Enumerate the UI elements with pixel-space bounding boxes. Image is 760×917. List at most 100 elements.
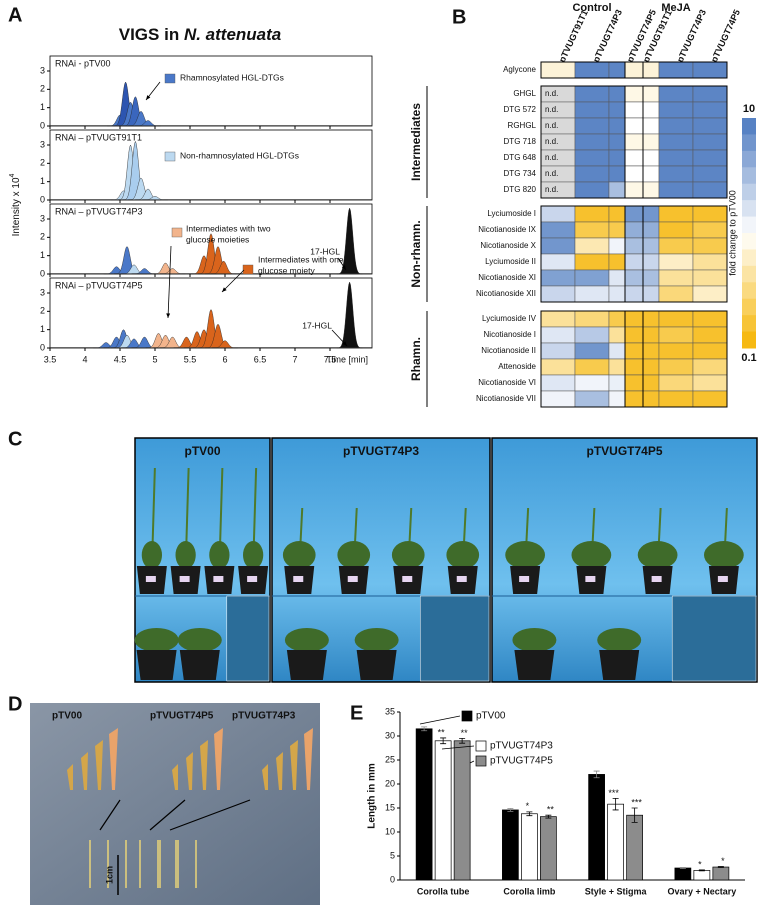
heat-cell xyxy=(658,117,694,135)
row-label: Aglycone xyxy=(503,65,536,74)
plot-frame xyxy=(49,55,373,127)
colorbar-step xyxy=(742,298,756,316)
annotation-arrow xyxy=(221,269,245,293)
pot xyxy=(599,650,640,680)
heat-cell xyxy=(574,310,610,328)
arrow-head xyxy=(146,95,151,100)
y-tick-label: 5 xyxy=(390,850,395,860)
heat-cell xyxy=(658,390,694,408)
annotation: glucose moieties xyxy=(186,234,249,244)
group-frame xyxy=(624,310,728,408)
pot-label xyxy=(247,576,258,582)
flower xyxy=(304,728,313,790)
inset-photo xyxy=(671,595,757,682)
heat-cell xyxy=(624,117,660,135)
arrow-head xyxy=(341,265,346,270)
panel-label: A xyxy=(8,4,22,26)
colorbar-step xyxy=(742,265,756,283)
panel-label: B xyxy=(452,6,466,28)
heat-cell xyxy=(692,61,728,79)
colorbar-step xyxy=(742,167,756,185)
row-label: Nicotianoside II xyxy=(481,346,536,355)
colorbar-label: fold change to pTV00 xyxy=(727,190,737,276)
heat-cell xyxy=(574,85,610,103)
legend-swatch xyxy=(475,740,487,752)
pot xyxy=(286,650,327,680)
series-name: RNAi – pTVUGT91T1 xyxy=(55,132,142,142)
y-tick-label: 3 xyxy=(40,139,45,149)
cell-label: n.d. xyxy=(545,121,558,130)
scale-label: 1cm xyxy=(104,866,114,884)
colorbar-step xyxy=(742,200,756,218)
heat-cell xyxy=(692,326,728,344)
colorbar-step xyxy=(742,183,756,201)
group-frame xyxy=(624,61,728,79)
foliage xyxy=(354,628,399,652)
colorbar-step xyxy=(742,249,756,267)
plot-frame xyxy=(49,129,373,201)
row-label: Nicotianoside IX xyxy=(478,225,536,234)
significance: ** xyxy=(461,728,469,738)
panel-label: C xyxy=(8,428,22,450)
heat-cell xyxy=(658,85,694,103)
bar xyxy=(674,867,692,881)
heat-cell xyxy=(574,374,610,392)
heat-cell xyxy=(692,253,728,271)
flower xyxy=(81,752,88,790)
significance: *** xyxy=(631,797,642,807)
arrow-head xyxy=(342,341,347,346)
photo-title: pTV00 xyxy=(184,444,220,458)
inset-photo xyxy=(419,595,490,682)
pot-label xyxy=(145,576,156,582)
foliage xyxy=(512,628,557,652)
photo-title: pTVUGT74P3 xyxy=(343,444,419,458)
x-axis-label: Time [min] xyxy=(326,354,368,364)
heat-cell xyxy=(658,326,694,344)
y-tick-label: 0 xyxy=(40,194,45,204)
arrow xyxy=(99,799,121,831)
column-header: pTVUGT74P3 xyxy=(675,8,708,64)
flower xyxy=(186,752,193,790)
flower xyxy=(200,740,208,790)
error-bar xyxy=(545,814,552,819)
bar xyxy=(540,816,557,881)
annotation: 17-HGL xyxy=(302,320,332,330)
heat-cell xyxy=(574,205,610,223)
heat-cell xyxy=(540,237,576,255)
series-name: RNAi – pTVUGT74P5 xyxy=(55,280,143,290)
heat-cell xyxy=(574,390,610,408)
y-tick-label: 1 xyxy=(40,176,45,186)
annotation: 17-HGL xyxy=(310,246,340,256)
heat-cell xyxy=(540,253,576,271)
flower xyxy=(109,728,118,790)
pot xyxy=(179,650,220,680)
heat-cell xyxy=(624,310,660,328)
heat-cell xyxy=(624,342,660,360)
bar xyxy=(502,809,519,881)
heat-cell xyxy=(692,374,728,392)
heat-cell xyxy=(574,285,610,303)
flower xyxy=(172,764,178,790)
annotation: Intermediates with one xyxy=(258,254,344,264)
x-tick-label: 5.5 xyxy=(184,354,197,364)
foliage xyxy=(704,541,744,569)
pot-label xyxy=(651,576,662,582)
heat-cell xyxy=(574,358,610,376)
arrow xyxy=(149,799,186,831)
colorbar-step xyxy=(742,233,756,250)
column-header: pTVUGT74P3 xyxy=(591,8,624,64)
heat-cell xyxy=(624,149,660,167)
heat-cell xyxy=(540,61,576,79)
x-tick-label: Style + Stigma xyxy=(585,886,648,896)
peak xyxy=(159,268,186,275)
heat-cell xyxy=(540,374,576,392)
pot xyxy=(356,650,397,680)
y-axis-label: Length in mm xyxy=(367,763,378,829)
foliage xyxy=(284,628,329,652)
heat-cell xyxy=(624,165,660,183)
row-label: Nicotianoside XI xyxy=(478,273,536,282)
significance: * xyxy=(526,801,530,811)
photo-title: pTVUGT74P5 xyxy=(150,711,214,722)
legend-swatch xyxy=(461,710,473,722)
heat-cell xyxy=(574,253,610,271)
